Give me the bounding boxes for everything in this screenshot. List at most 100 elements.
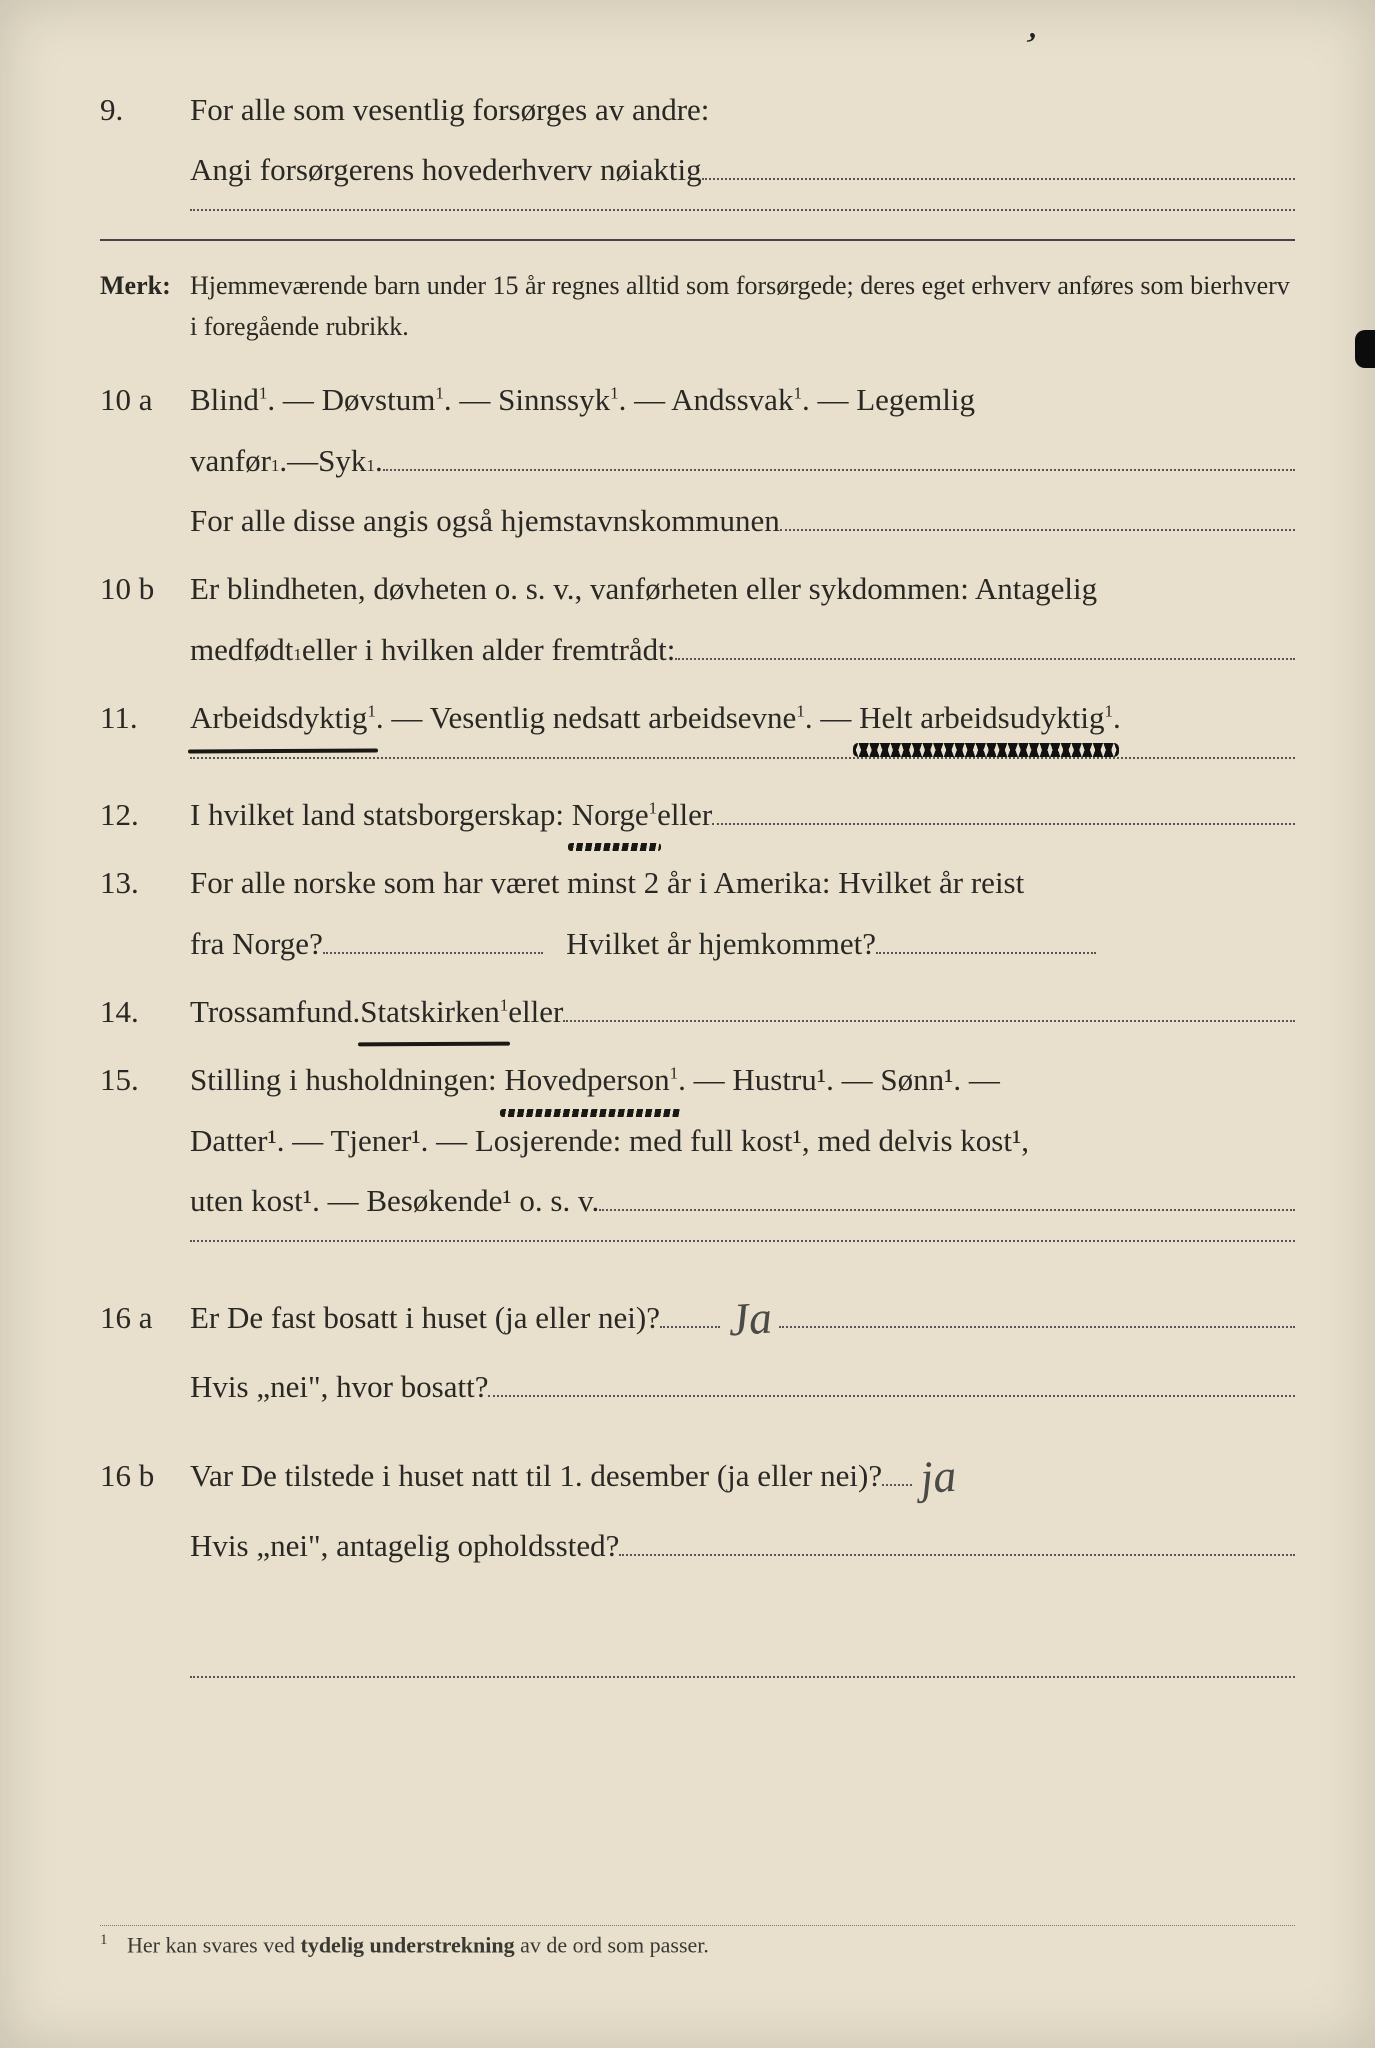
question-12: 12. I hvilket land statsborgerskap: Norg… [100,785,1295,845]
blank-line [383,434,1295,470]
question-number: 10 a [100,382,190,418]
dotted-rule [190,209,1295,211]
sup: 1 [293,638,302,671]
option-underlined: Hovedperson1 [504,1050,678,1110]
handwritten-answer: ja [909,1430,967,1523]
question-text: Var De tilstede i huset natt til 1. dese… [190,1426,1295,1576]
question-9: 9. For alle som vesentlig forsørges av a… [100,80,1295,201]
sup: 1 [610,384,619,403]
option: Helt arbeidsudyktig [859,700,1104,735]
option: medfødt [190,620,293,680]
question-14: 14. Trossamfund. Statskirken1 eller [100,982,1295,1042]
text-line: Var De tilstede i huset natt til 1. dese… [190,1426,1295,1516]
question-text: Er blindheten, døvheten o. s. v., vanfør… [190,559,1295,680]
note-text: Hjemmeværende barn under 15 år regnes al… [190,265,1295,348]
sup: 1 [796,702,805,721]
question-number: 15. [100,1062,190,1098]
label: uten kost¹. — Besøkende¹ o. s. v. [190,1171,599,1231]
sup: 1 [793,384,802,403]
blank-line [702,144,1295,180]
label: Hvilket år hjemkommet? [566,914,876,974]
handwritten-answer: Ja [717,1272,783,1366]
question-11: 11. Arbeidsdyktig1. — Vesentlig nedsatt … [100,688,1295,748]
blank-line [876,917,1096,953]
question-10b: 10 b Er blindheten, døvheten o. s. v., v… [100,559,1295,680]
question-text: I hvilket land statsborgerskap: Norge1 e… [190,785,1295,845]
label: eller [508,982,563,1042]
option-underlined: Statskirken1 [360,982,508,1042]
blank-line [323,917,543,953]
text-line: Hvis „nei", antagelig opholdssted? [190,1516,1295,1576]
text-line: uten kost¹. — Besøkende¹ o. s. v. [190,1171,1295,1231]
text-line: For alle som vesentlig forsørges av andr… [190,80,1295,140]
question-number: 10 b [100,571,190,607]
stray-mark: ʼ [1014,21,1043,70]
question-number: 14. [100,994,190,1030]
note-label: Merk: [100,265,190,307]
dotted-rule [190,757,1295,759]
text-line: medfødt1 eller i hvilken alder fremtrådt… [190,620,1295,680]
sup: 1 [259,384,268,403]
question-number: 12. [100,797,190,833]
question-number: 16 a [100,1300,190,1336]
question-text: Blind1. — Døvstum1. — Sinnssyk1. — Andss… [190,370,1295,551]
label: I hvilket land statsborgerskap: [190,785,564,845]
blank-line [882,1484,912,1486]
question-number: 11. [100,700,190,736]
label: Hvis „nei", antagelig opholdssted? [190,1516,619,1576]
sup: 1 [649,798,658,817]
question-16a: 16 a Er De fast bosatt i huset (ja eller… [100,1268,1295,1418]
question-13: 13. For alle norske som har været minst … [100,853,1295,974]
edge-damage [1355,330,1375,368]
dash: — [287,431,318,491]
sup: 1 [1104,702,1113,721]
text-line: Er De fast bosatt i huset (ja eller nei)… [190,1268,1295,1358]
text-line: Hvis „nei", hvor bosatt? [190,1357,1295,1417]
dash: — [626,382,671,417]
option-underlined: Arbeidsdyktig1 [190,688,376,748]
label: Var De tilstede i huset natt til 1. dese… [190,1446,882,1506]
blank-line [780,495,1295,531]
footnote-number: 1 [100,1932,108,1948]
footnote-text: Her kan svares ved tydelig understreknin… [127,1932,709,1957]
blank-line [488,1361,1295,1397]
question-text: For alle norske som har været minst 2 år… [190,853,1295,974]
option-scribbled: Helt arbeidsudyktig1 [859,688,1113,748]
question-number: 13. [100,865,190,901]
dash: — [275,382,322,417]
option: Hovedperson [504,1062,669,1097]
solid-rule [100,239,1295,241]
label: For alle disse angis også hjemstavnskomm… [190,491,780,551]
option: Syk [318,431,366,491]
option: Arbeidsdyktig [190,700,367,735]
footnote: 1 Her kan svares ved tydelig understrekn… [100,1925,1295,1958]
dash: — [452,382,499,417]
label: eller i hvilken alder fremtrådt: [302,620,676,680]
option: Blind [190,382,259,417]
option: vanfør [190,431,271,491]
options-rest: . — Hustru¹. — Sønn¹. — [678,1062,1000,1097]
label: Angi forsørgerens hovederhverv nøiaktig [190,140,702,200]
question-text: Arbeidsdyktig1. — Vesentlig nedsatt arbe… [190,688,1295,748]
text-line: Angi forsørgerens hovederhverv nøiaktig [190,140,1295,200]
label: Er De fast bosatt i huset (ja eller nei)… [190,1288,660,1348]
option: Sinnssyk [498,382,610,417]
sup: 1 [367,702,376,721]
text-line: For alle norske som har været minst 2 år… [190,853,1295,913]
question-15: 15. Stilling i husholdningen: Hovedperso… [100,1050,1295,1231]
question-number: 16 b [100,1458,190,1494]
note-merk: Merk: Hjemmeværende barn under 15 år reg… [100,265,1295,348]
blank-line [660,1326,720,1328]
blank-line [619,1519,1295,1555]
text-line: Datter¹. — Tjener¹. — Losjerende: med fu… [190,1111,1295,1171]
sup: 1 [366,449,375,482]
sup: 1 [670,1064,679,1083]
question-text: Er De fast bosatt i huset (ja eller nei)… [190,1268,1295,1418]
blank-line [712,789,1295,825]
sup: 1 [271,449,280,482]
option: Vesentlig nedsatt arbeidsevne [430,700,797,735]
label: eller [657,785,712,845]
question-number: 9. [100,92,190,128]
option: Statskirken [360,994,500,1029]
blank-line [779,1292,1295,1328]
